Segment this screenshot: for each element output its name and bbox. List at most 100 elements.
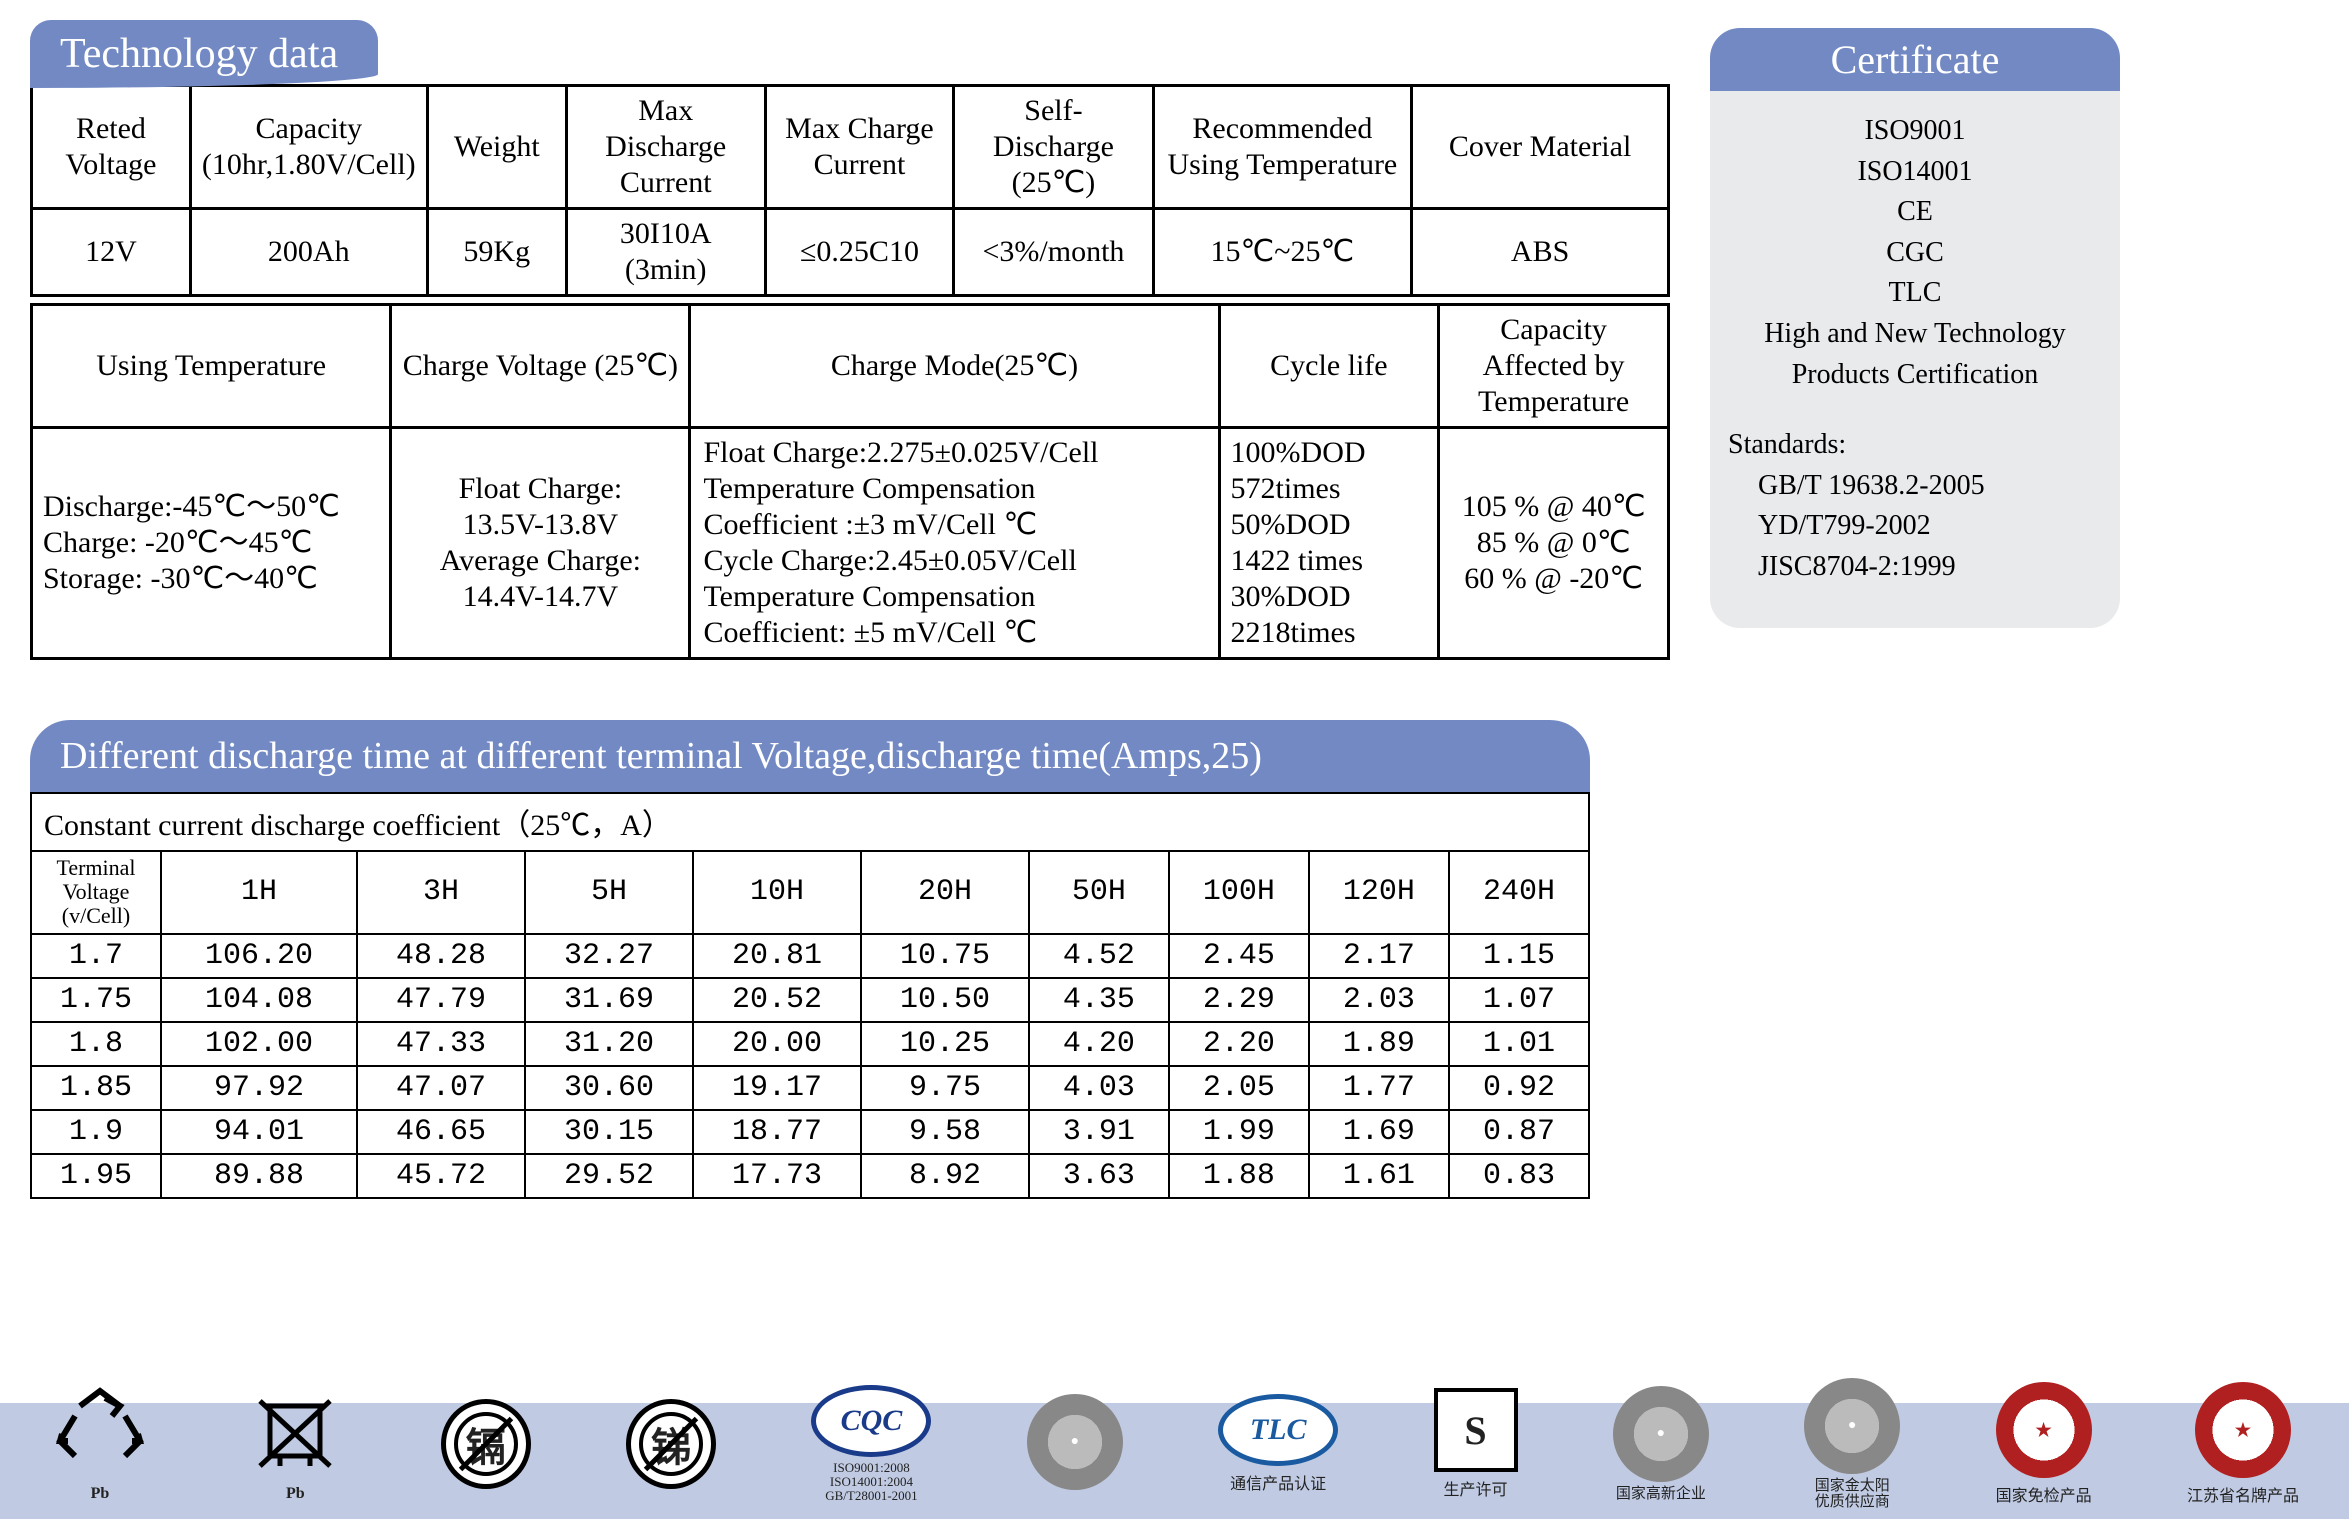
disc-value: 8.92 [861,1154,1029,1198]
disc-value: 1.89 [1309,1022,1449,1066]
disc-value: 106.20 [161,934,357,978]
disc-voltage: 1.85 [31,1066,161,1110]
spec1-val: 59Kg [427,209,566,296]
disc-value: 102.00 [161,1022,357,1066]
technology-data-header: Technology data [30,20,378,88]
spec1-col: Recommended Using Temperature [1153,86,1412,209]
cap-temp-cell: 105 % @ 40℃85 % @ 0℃60 % @ -20℃ [1439,428,1669,659]
logo-sb-circle: 锑 [626,1399,716,1489]
spec2-col: Using Temperature [32,305,391,428]
disc-col: 20H [861,851,1029,934]
disc-value: 1.88 [1169,1154,1309,1198]
sb-circle-icon: 锑 [626,1399,716,1489]
disc-value: 2.45 [1169,934,1309,978]
disc-value: 31.69 [525,978,693,1022]
disc-value: 19.17 [693,1066,861,1110]
spec1-val: 30I10A (3min) [566,209,765,296]
disc-value: 47.07 [357,1066,525,1110]
spec1-val: ≤0.25C10 [765,209,954,296]
gaoxin-icon: ● [1613,1386,1709,1482]
spec1-col: Cover Material [1412,86,1669,209]
cycle-life-cell: 100%DOD572times50%DOD1422 times30%DOD221… [1219,428,1439,659]
disc-value: 1.61 [1309,1154,1449,1198]
shengchan-icon: S [1434,1388,1518,1472]
spec-table-2: Using TemperatureCharge Voltage (25℃)Cha… [30,303,1670,660]
jintaiyang-icon: ● [1804,1378,1900,1474]
disc-rowheader: Terminal Voltage (v/Cell) [31,851,161,934]
logo-cd-circle: 镉 [441,1399,531,1489]
logo-no-bin: Pb [245,1386,345,1503]
disc-value: 2.05 [1169,1066,1309,1110]
spec1-val: 15℃~25℃ [1153,209,1412,296]
disc-value: 4.20 [1029,1022,1169,1066]
spec2-col: Cycle life [1219,305,1439,428]
spec-table-1: Reted VoltageCapacity (10hr,1.80V/Cell)W… [30,84,1670,297]
cert-item: TLC [1728,273,2102,314]
disc-value: 1.99 [1169,1110,1309,1154]
disc-value: 20.81 [693,934,861,978]
logo-seal-1: ● [1027,1394,1123,1494]
standard-item: YD/T799-2002 [1728,506,2102,547]
disc-value: 47.33 [357,1022,525,1066]
cert-item: CGC [1728,233,2102,274]
disc-value: 45.72 [357,1154,525,1198]
logo-pb-recycle: Pb [50,1386,150,1503]
cert-item: High and New Technology Products Certifi… [1728,314,2102,395]
disc-col: 1H [161,851,357,934]
disc-col: 120H [1309,851,1449,934]
disc-value: 94.01 [161,1110,357,1154]
disc-voltage: 1.95 [31,1154,161,1198]
disc-value: 18.77 [693,1110,861,1154]
disc-voltage: 1.9 [31,1110,161,1154]
logo-mingpai: ★江苏省名牌产品 [2187,1382,2299,1506]
spec1-col: Max Charge Current [765,86,954,209]
logo-strip: PbPb镉锑CQCISO9001:2008ISO14001:2004GB/T28… [0,1369,2349,1519]
logo-gaoxin: ●国家高新企业 [1613,1386,1709,1503]
spec1-col: Reted Voltage [32,86,191,209]
disc-value: 17.73 [693,1154,861,1198]
disc-voltage: 1.8 [31,1022,161,1066]
logo-jintaiyang: ●国家金太阳优质供应商 [1804,1378,1900,1511]
tlc-icon: TLC [1218,1394,1338,1466]
disc-col: 240H [1449,851,1589,934]
disc-value: 47.79 [357,978,525,1022]
disc-value: 89.88 [161,1154,357,1198]
disc-value: 3.91 [1029,1110,1169,1154]
disc-value: 4.03 [1029,1066,1169,1110]
spec2-col: Charge Mode(25℃) [690,305,1219,428]
charge-mode-cell: Float Charge:2.275±0.025V/CellTemperatur… [690,428,1219,659]
disc-value: 1.01 [1449,1022,1589,1066]
disc-value: 2.20 [1169,1022,1309,1066]
disc-value: 2.03 [1309,978,1449,1022]
spec1-col: Max Discharge Current [566,86,765,209]
disc-value: 31.20 [525,1022,693,1066]
disc-value: 9.75 [861,1066,1029,1110]
cert-item: ISO14001 [1728,152,2102,193]
cert-item: CE [1728,192,2102,233]
disc-value: 2.17 [1309,934,1449,978]
using-temp-cell: Discharge:-45℃～50℃Charge: -20℃～45℃Storag… [32,428,391,659]
spec1-col: Self-Discharge (25℃) [954,86,1153,209]
certificate-header: Certificate [1710,28,2120,91]
disc-value: 1.07 [1449,978,1589,1022]
standards-label: Standards: [1728,425,2102,466]
disc-value: 10.75 [861,934,1029,978]
discharge-caption: Constant current discharge coefficient（2… [31,793,1589,851]
disc-value: 20.00 [693,1022,861,1066]
disc-value: 1.77 [1309,1066,1449,1110]
disc-value: 0.83 [1449,1154,1589,1198]
standard-item: GB/T 19638.2-2005 [1728,466,2102,507]
spec1-col: Weight [427,86,566,209]
disc-value: 2.29 [1169,978,1309,1022]
disc-value: 0.92 [1449,1066,1589,1110]
no-bin-icon [245,1386,345,1481]
spec1-val: <3%/month [954,209,1153,296]
disc-col: 50H [1029,851,1169,934]
disc-value: 1.15 [1449,934,1589,978]
disc-value: 97.92 [161,1066,357,1110]
disc-value: 30.60 [525,1066,693,1110]
disc-value: 29.52 [525,1154,693,1198]
disc-voltage: 1.75 [31,978,161,1022]
cert-item: ISO9001 [1728,111,2102,152]
charge-voltage-cell: Float Charge:13.5V-13.8VAverage Charge:1… [391,428,690,659]
